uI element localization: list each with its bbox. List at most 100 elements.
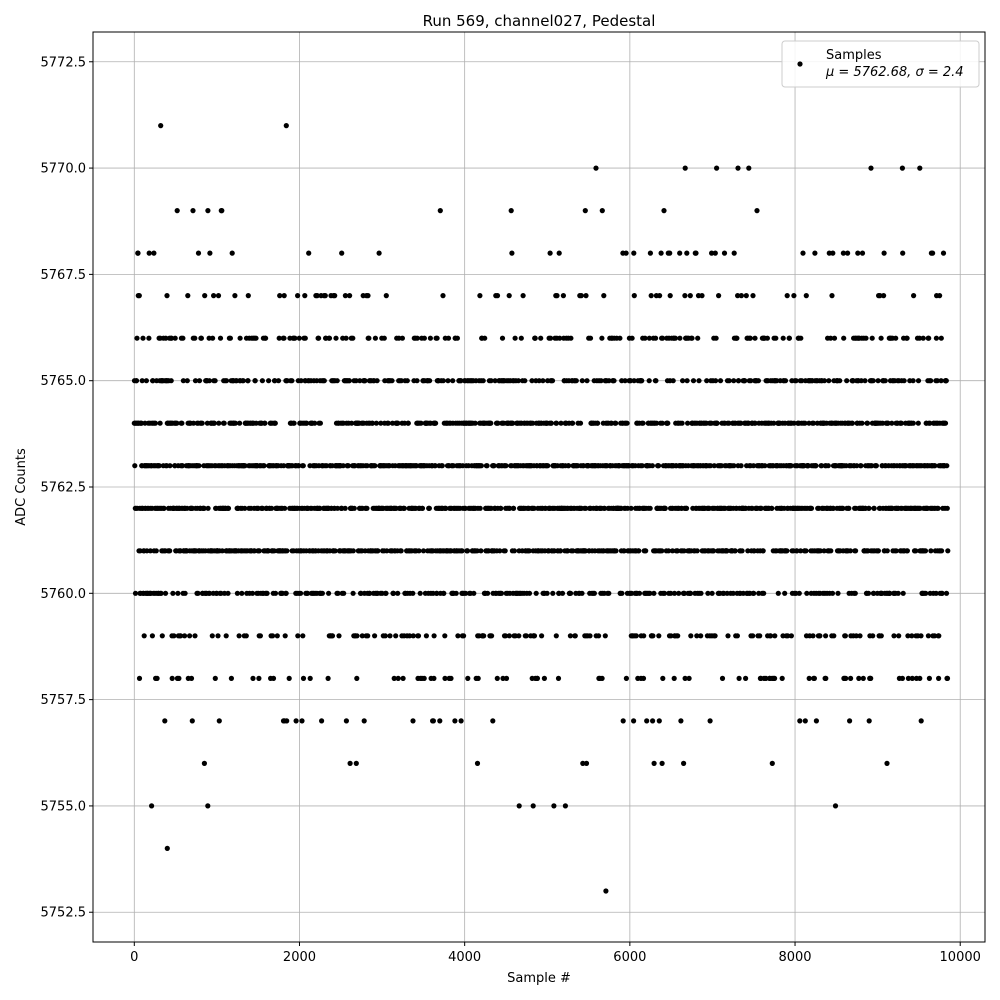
sample-point [580,760,586,767]
sample-point [642,335,648,341]
sample-point [440,293,446,299]
sample-point [264,590,270,596]
sample-point [688,590,694,596]
sample-point [357,378,363,384]
sample-point [391,675,397,682]
sample-point [934,378,940,384]
sample-point [905,675,912,682]
sample-point [717,378,724,384]
sample-point [565,548,571,554]
sample-point [631,250,637,256]
sample-point [841,335,847,341]
sample-point [132,590,139,596]
sample-point [455,633,461,639]
sample-point [654,420,660,426]
sample-point [281,463,287,469]
sample-point [828,548,834,554]
sample-point [427,378,433,384]
sample-point [491,463,497,469]
sample-point [868,675,874,682]
sample-point [389,378,395,384]
sample-point [333,335,339,341]
sample-point [266,378,272,384]
sample-point [146,250,152,256]
sample-point [911,293,917,299]
sample-point [400,675,406,682]
sample-point [656,633,662,639]
sample-point [806,675,812,682]
sample-point [374,378,380,384]
y-tick-label: 5752.5 [41,906,87,921]
sample-point [878,633,884,639]
sample-point [791,420,797,426]
sample-point [558,420,564,426]
sample-point [369,420,375,426]
sample-point [731,463,737,469]
sample-point [395,590,401,596]
sample-point [939,548,945,554]
sample-point [465,675,471,682]
sample-point [237,420,243,426]
sample-point [885,420,891,426]
sample-point [350,590,356,596]
sample-point [572,633,578,639]
sample-point [503,675,510,682]
sample-point [390,590,397,596]
sample-point [943,590,950,596]
sample-point [347,760,353,767]
sample-point [270,633,276,639]
sample-point [212,378,218,384]
sample-point [682,165,688,171]
sample-point [870,633,876,639]
sample-point [860,675,866,682]
sample-point [478,548,484,554]
sample-point [891,633,897,639]
sample-point [682,293,688,299]
sample-point [157,420,163,426]
sample-point [599,335,605,341]
sample-point [620,718,626,724]
sample-point [427,335,433,341]
sample-point [763,675,769,682]
sample-point [802,420,808,426]
sample-point [234,590,240,596]
sample-point [900,250,906,256]
sample-point [132,463,138,469]
sample-point [152,420,158,426]
sample-point [665,548,672,554]
sample-point [373,420,379,426]
sample-point [498,590,505,596]
sample-point [639,463,645,469]
sample-point [507,505,513,511]
sample-point [284,548,290,554]
sample-point [784,548,790,554]
sample-point [393,633,399,639]
sample-point [671,590,678,596]
sample-point [182,590,188,596]
sample-point [828,335,834,341]
sample-point [295,293,301,299]
sample-point [143,378,149,384]
sample-point [793,378,799,384]
sample-point [378,420,384,426]
sample-point [893,548,899,554]
sample-point [698,633,704,639]
y-tick-label: 5757.5 [41,693,87,708]
sample-point [780,335,786,341]
sample-point [372,335,378,341]
y-tick-label: 5760.0 [41,587,87,602]
sample-point [628,505,634,511]
y-tick-label: 5770.0 [41,162,87,177]
sample-point [918,633,924,639]
sample-point [134,335,140,341]
sample-point [899,675,906,682]
sample-point [182,633,188,639]
sample-point [141,633,147,639]
sample-point [823,675,829,682]
sample-point [207,590,213,596]
sample-point [154,675,160,682]
sample-point [497,548,503,554]
sample-point [668,590,674,596]
sample-point [944,505,950,511]
sample-point [553,420,560,426]
